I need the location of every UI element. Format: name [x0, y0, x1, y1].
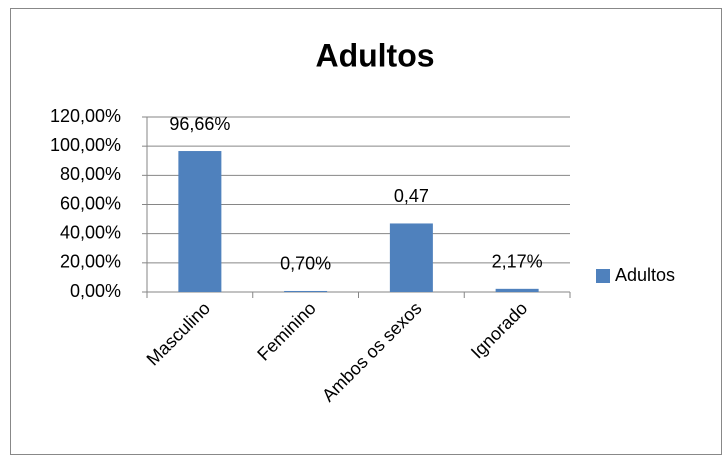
y-tick-label: 0,00% [70, 281, 121, 301]
y-tick-label: 40,00% [60, 222, 121, 242]
bar [495, 288, 539, 292]
y-tick-label: 120,00% [50, 106, 121, 126]
bar [389, 223, 433, 292]
y-tick-label: 100,00% [50, 135, 121, 155]
chart-border [10, 8, 722, 455]
chart-title: Adultos [315, 37, 434, 73]
legend-label: Adultos [615, 265, 675, 285]
bar [178, 151, 222, 292]
data-label: 2,17% [492, 252, 543, 272]
y-tick-label: 20,00% [60, 252, 121, 272]
y-tick-label: 60,00% [60, 193, 121, 213]
data-label: 96,66% [169, 114, 230, 134]
y-tick-label: 80,00% [60, 164, 121, 184]
bar [284, 290, 328, 292]
data-label: 0,47 [394, 186, 429, 206]
data-label: 0,70% [280, 254, 331, 274]
legend-swatch [596, 269, 610, 283]
